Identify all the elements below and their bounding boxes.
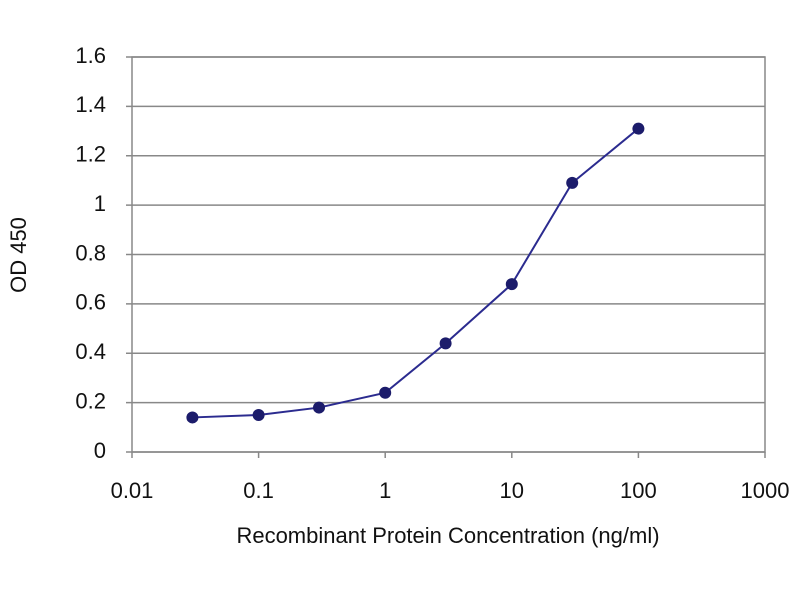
y-tick-label: 0: [94, 438, 106, 463]
y-tick-label: 0.6: [75, 290, 106, 315]
x-tick-label: 0.01: [111, 478, 154, 503]
data-point: [252, 408, 265, 421]
data-point: [505, 278, 518, 291]
data-point: [186, 411, 199, 424]
x-tick-label: 100: [620, 478, 657, 503]
data-point: [379, 386, 392, 399]
y-tick-label: 1: [94, 191, 106, 216]
data-line: [192, 127, 640, 419]
y-tick-label: 1.4: [75, 92, 106, 117]
data-point: [313, 401, 326, 414]
x-tick-label: 1000: [741, 478, 790, 503]
data-point: [566, 176, 579, 189]
y-tick-label: 0.4: [75, 339, 106, 364]
y-tick-label: 1.6: [75, 43, 106, 68]
x-tick-label: 10: [500, 478, 524, 503]
y-axis-label: OD 450: [6, 217, 31, 293]
x-tick-label: 1: [379, 478, 391, 503]
data-point: [632, 122, 645, 135]
y-tick-label: 1.2: [75, 142, 106, 167]
data-point: [439, 337, 452, 350]
x-axis-label: Recombinant Protein Concentration (ng/ml…: [236, 523, 659, 548]
y-tick-label: 0.8: [75, 240, 106, 265]
x-tick-label: 0.1: [243, 478, 274, 503]
y-tick-label: 0.2: [75, 388, 106, 413]
